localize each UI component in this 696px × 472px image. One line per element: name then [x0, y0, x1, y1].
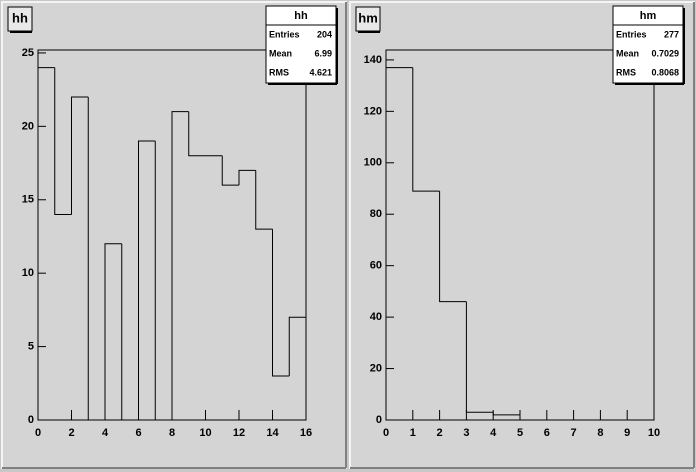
- x-tick-label: 3: [463, 427, 469, 439]
- y-tick-label: 5: [28, 340, 34, 352]
- x-tick-label: 2: [437, 427, 443, 439]
- stats-label: Mean: [616, 48, 639, 58]
- title-box: [355, 6, 381, 32]
- x-tick-label: 16: [300, 427, 312, 439]
- stats-value: 0.7029: [651, 48, 679, 58]
- histogram-bin: [87, 96, 105, 421]
- histogram-bin: [171, 111, 189, 420]
- histogram-bin: [255, 170, 273, 230]
- y-tick-label: 60: [370, 260, 382, 272]
- x-tick-label: 0: [383, 427, 389, 439]
- stats-label: Entries: [269, 29, 300, 39]
- stats-title: hm: [640, 10, 657, 22]
- histogram-bin: [54, 67, 72, 215]
- stats-label: RMS: [269, 67, 289, 77]
- histogram-bin: [188, 111, 206, 157]
- pad-title: hm: [358, 10, 378, 25]
- x-tick-label: 10: [648, 427, 660, 439]
- y-tick-label: 10: [22, 267, 34, 279]
- y-tick-label: 0: [28, 414, 34, 426]
- y-tick-label: 0: [376, 414, 382, 426]
- y-tick-label: 20: [22, 120, 34, 132]
- x-tick-label: 2: [68, 427, 74, 439]
- stats-box: [612, 5, 684, 84]
- y-tick-label: 40: [370, 311, 382, 323]
- frame: [385, 49, 655, 421]
- histogram-bin: [412, 67, 440, 192]
- stats-value: 6.99: [314, 48, 332, 58]
- y-tick-label: 100: [364, 157, 382, 169]
- y-tick-label: 20: [370, 362, 382, 374]
- x-tick-label: 14: [266, 427, 279, 439]
- histogram-bin: [272, 229, 290, 377]
- x-tick-label: 6: [135, 427, 141, 439]
- histogram-bin: [121, 243, 139, 421]
- x-tick-label: 10: [199, 427, 211, 439]
- histogram-bin: [138, 140, 156, 420]
- stats-value: 204: [317, 29, 332, 39]
- histogram-bin: [71, 96, 89, 215]
- histogram-bin: [221, 155, 239, 186]
- y-tick-label: 25: [22, 47, 34, 59]
- y-tick-label: 140: [364, 54, 382, 66]
- x-tick-label: 8: [169, 427, 175, 439]
- pad-title: hh: [12, 10, 28, 25]
- y-tick-label: 120: [364, 105, 382, 117]
- x-tick-label: 4: [490, 427, 497, 439]
- x-tick-label: 1: [410, 427, 416, 439]
- stats-label: RMS: [616, 67, 636, 77]
- histogram-bin: [288, 316, 307, 420]
- histogram-bin: [238, 169, 256, 186]
- x-tick-label: 6: [544, 427, 550, 439]
- x-tick-label: 9: [624, 427, 630, 439]
- x-tick-label: 0: [35, 427, 41, 439]
- y-tick-label: 80: [370, 208, 382, 220]
- x-tick-label: 5: [517, 427, 523, 439]
- stats-value: 4.621: [309, 67, 332, 77]
- stats-value: 0.8068: [651, 67, 679, 77]
- y-tick-label: 15: [22, 194, 34, 206]
- stats-box: [265, 5, 337, 84]
- x-tick-label: 12: [233, 427, 245, 439]
- stats-label: Entries: [616, 29, 647, 39]
- histogram-bin: [104, 243, 122, 420]
- x-tick-label: 8: [597, 427, 603, 439]
- x-tick-label: 7: [571, 427, 577, 439]
- histogram-bin: [154, 141, 172, 421]
- stats-value: 277: [664, 29, 679, 39]
- histogram-bin: [385, 67, 413, 420]
- x-tick-label: 4: [102, 427, 109, 439]
- histogram-bin: [37, 67, 55, 420]
- stats-title: hh: [294, 10, 308, 22]
- histogram-bin: [439, 191, 467, 303]
- title-box: [7, 6, 33, 32]
- stats-label: Mean: [269, 48, 292, 58]
